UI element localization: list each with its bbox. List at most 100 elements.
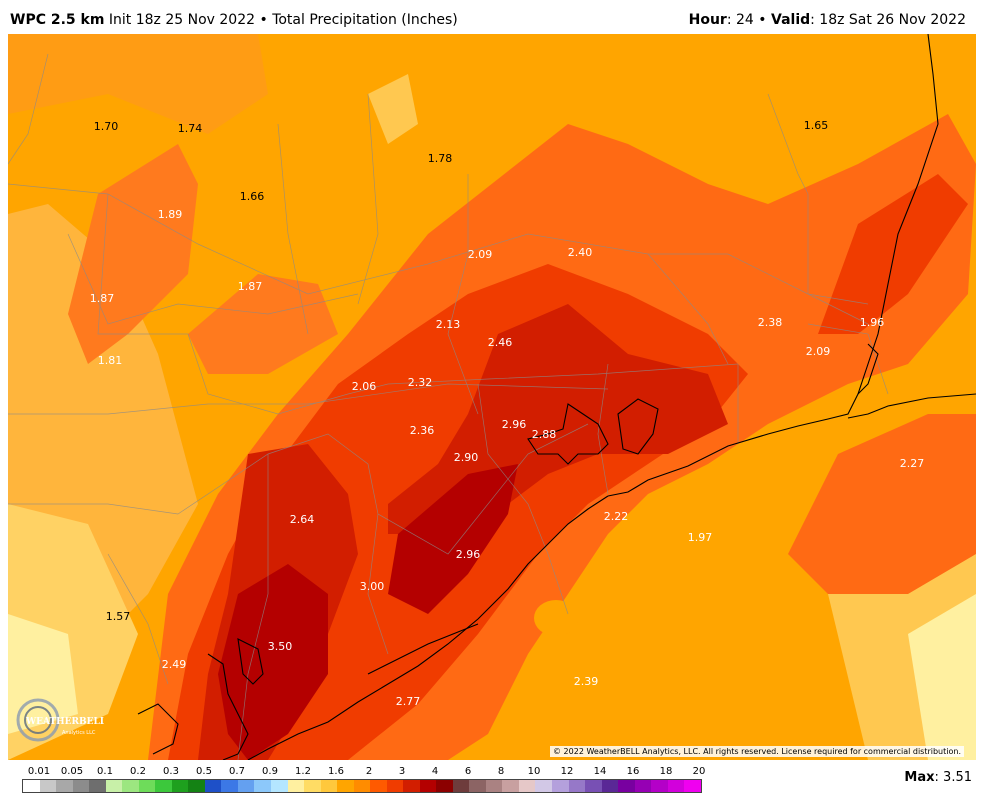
legend-tick: 8 [497,766,505,777]
legend-swatch [270,780,288,792]
hour-label: Hour [688,12,727,28]
title-left: WPC 2.5 km Init 18z 25 Nov 2022 • Total … [10,12,458,28]
color-legend: 0.01 0.05 0.1 0.2 0.3 0.5 0.7 0.9 1.2 1.6 2 3 4 6 8 10 1… [22,762,706,806]
value-label: 1.96 [860,316,885,329]
legend-tick: 0.1 [97,766,113,777]
value-label: 2.38 [758,316,783,329]
coastline [137,34,976,760]
value-label: 1.66 [240,190,265,203]
legend-ticks: 0.01 0.05 0.1 0.2 0.3 0.5 0.7 0.9 1.2 1.6 2 3 4 6 8 10 1… [22,766,706,780]
weatherbell-logo: WEATHERBELL Analytics LLC [12,696,104,748]
legend-swatch [667,780,685,792]
value-label: 2.40 [568,246,593,259]
init-time: Init 18z 25 Nov 2022 [108,12,256,28]
value-label: 2.22 [604,510,629,523]
legend-swatch [237,780,255,792]
title-right: Hour: 24 • Valid: 18z Sat 26 Nov 2022 [689,12,966,28]
legend-swatch [436,780,453,792]
top-left-orange [8,34,268,134]
legend-swatch [204,780,222,792]
legend-tick: 14 [593,766,607,777]
legend-swatch [568,780,586,792]
legend-swatch [105,780,123,792]
field-name: Total Precipitation (Inches) [272,12,458,28]
value-label: 1.74 [178,122,203,135]
value-label: 1.81 [98,354,123,367]
legend-swatch [287,780,305,792]
value-label: 2.96 [502,418,527,431]
dark-orange-nw [68,144,198,364]
legend-swatch [72,780,90,792]
value-label: 3.50 [268,640,293,653]
legend-swatch [138,780,156,792]
value-label: 2.90 [454,451,479,464]
logo-subtext: Analytics LLC [62,730,96,736]
legend-tick: 6 [464,766,472,777]
legend-swatch [601,780,619,792]
legend-swatch [403,780,420,792]
separator: • [259,12,268,28]
legend-swatch [337,780,354,792]
value-label: 2.96 [456,548,481,561]
legend-swatch [304,780,321,792]
legend-tick: 0.01 [27,766,51,777]
deep-red-sw [218,564,328,760]
value-label: 2.09 [806,345,831,358]
legend-tick: 1.6 [328,766,344,777]
legend-swatch [254,780,271,792]
legend-swatch [56,780,73,792]
logo-graphic: WEATHERBELL Analytics LLC [16,698,104,742]
value-label: 2.13 [436,318,461,331]
value-label: 1.57 [106,610,131,623]
separator-2: • [758,12,767,28]
legend-swatch [618,780,635,792]
legend-swatch [221,780,238,792]
legend-tick: 1.2 [295,766,311,777]
dark-orange-se [788,414,976,594]
legend-swatch [634,780,652,792]
value-label: 1.87 [90,292,115,305]
value-label: 2.64 [290,513,315,526]
legend-tick: 12 [560,766,574,777]
red-band-east [818,174,968,334]
model-name: WPC 2.5 km [10,12,105,28]
legend-swatch [469,780,486,792]
legend-tick: 4 [431,766,439,777]
value-label: 2.49 [162,658,187,671]
legend-swatch [188,780,205,792]
legend-colorbar [22,779,702,793]
legend-swatch [155,780,172,792]
value-label: 2.36 [410,424,435,437]
legend-swatch [452,780,470,792]
legend-swatch [122,780,139,792]
legend-tick: 0.2 [130,766,146,777]
value-label: 2.39 [574,675,599,688]
legend-tick: 0.3 [163,766,179,777]
legend-swatch [485,780,503,792]
legend-swatch [502,780,519,792]
deep-red-central [388,464,518,614]
valid-label: Valid [771,12,811,28]
legend-tick: 10 [527,766,541,777]
value-label: 2.32 [408,376,433,389]
legend-tick: 2 [365,766,373,777]
legend-tick: 0.7 [229,766,245,777]
legend-swatch [518,780,536,792]
copyright-notice: © 2022 WeatherBELL Analytics, LLC. All r… [550,746,964,757]
legend-swatch [353,780,371,792]
legend-swatch [320,780,338,792]
value-label: 1.70 [94,120,119,133]
header: WPC 2.5 km Init 18z 25 Nov 2022 • Total … [0,0,984,34]
light-spot-north [368,74,418,144]
valid-value: : 18z Sat 26 Nov 2022 [810,12,966,28]
legend-tick: 16 [626,766,640,777]
legend-swatch [89,780,106,792]
map-canvas: 1.70 1.74 1.78 1.65 1.89 1.66 2.09 2.40 … [8,34,976,760]
legend-swatch [370,780,387,792]
value-label: 1.78 [428,152,453,165]
legend-swatch [684,780,701,792]
max-value: Max: 3.51 [904,770,972,785]
legend-swatch [552,780,569,792]
value-label: 1.87 [238,280,263,293]
value-label: 2.09 [468,248,493,261]
